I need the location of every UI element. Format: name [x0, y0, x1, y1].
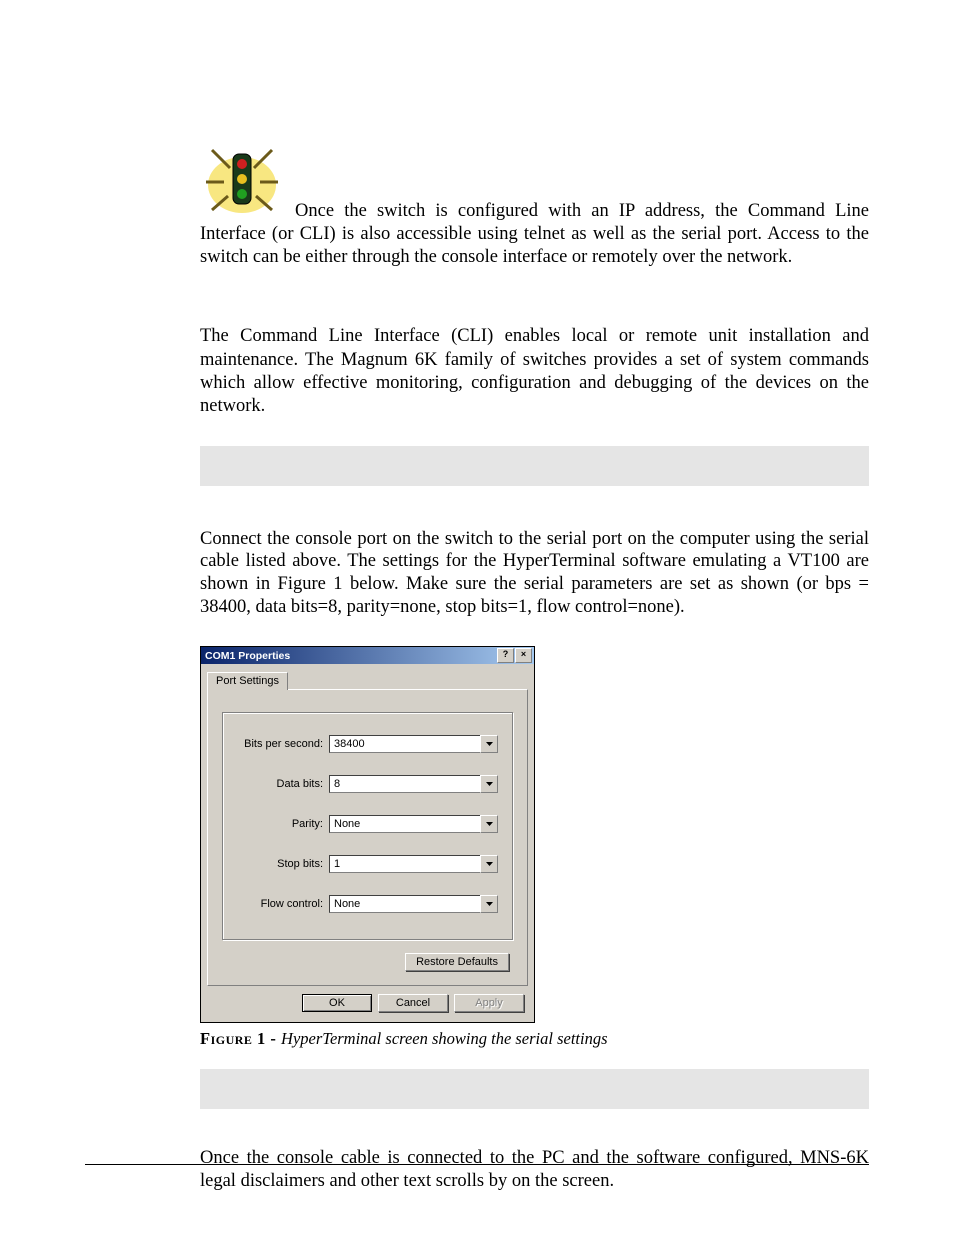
- figure-number: Figure 1 -: [200, 1029, 281, 1048]
- apply-button[interactable]: Apply: [454, 994, 524, 1012]
- label-stop-bits: Stop bits:: [237, 858, 329, 870]
- label-flow-control: Flow control:: [237, 898, 329, 910]
- input-stop-bits[interactable]: [329, 855, 480, 873]
- settings-group: Bits per second: Data bits:: [222, 712, 513, 940]
- cancel-button[interactable]: Cancel: [378, 994, 448, 1012]
- label-data-bits: Data bits:: [237, 778, 329, 790]
- help-button[interactable]: ?: [497, 648, 514, 663]
- ok-button[interactable]: OK: [302, 994, 372, 1012]
- combo-bits-per-second[interactable]: [329, 735, 498, 753]
- tab-panel: Bits per second: Data bits:: [207, 689, 528, 986]
- input-data-bits[interactable]: [329, 775, 480, 793]
- com1-properties-dialog: COM1 Properties ? × Port Settings Bits p…: [200, 646, 535, 1023]
- input-bits-per-second[interactable]: [329, 735, 480, 753]
- dialog-screenshot-wrap: COM1 Properties ? × Port Settings Bits p…: [200, 646, 869, 1049]
- document-page: Once the switch is configured with an IP…: [0, 0, 954, 1235]
- row-bits-per-second: Bits per second:: [237, 735, 498, 753]
- bug-traffic-light-icon: [200, 140, 285, 218]
- combo-flow-control[interactable]: [329, 895, 498, 913]
- paragraph-intro-2: The Command Line Interface (CLI) enables…: [200, 269, 869, 418]
- row-stop-bits: Stop bits:: [237, 855, 498, 873]
- close-button[interactable]: ×: [515, 648, 532, 663]
- footer-rule: [85, 1164, 869, 1165]
- paragraph-connect: Connect the console port on the switch t…: [200, 514, 869, 618]
- chevron-down-icon[interactable]: [480, 815, 498, 833]
- figure-description: HyperTerminal screen showing the serial …: [281, 1029, 607, 1048]
- tab-port-settings[interactable]: Port Settings: [207, 672, 288, 690]
- combo-stop-bits[interactable]: [329, 855, 498, 873]
- dialog-titlebar[interactable]: COM1 Properties ? ×: [201, 647, 534, 664]
- section-separator-bar: [200, 446, 869, 486]
- input-flow-control[interactable]: [329, 895, 480, 913]
- row-parity: Parity:: [237, 815, 498, 833]
- restore-defaults-button[interactable]: Restore Defaults: [405, 953, 509, 971]
- figure-caption: Figure 1 - HyperTerminal screen showing …: [200, 1029, 869, 1049]
- combo-parity[interactable]: [329, 815, 498, 833]
- label-bits-per-second: Bits per second:: [237, 738, 329, 750]
- chevron-down-icon[interactable]: [480, 735, 498, 753]
- row-data-bits: Data bits:: [237, 775, 498, 793]
- chevron-down-icon[interactable]: [480, 855, 498, 873]
- section-separator-bar: [200, 1069, 869, 1109]
- input-parity[interactable]: [329, 815, 480, 833]
- combo-data-bits[interactable]: [329, 775, 498, 793]
- chevron-down-icon[interactable]: [480, 775, 498, 793]
- dialog-button-row: OK Cancel Apply: [207, 986, 528, 1016]
- chevron-down-icon[interactable]: [480, 895, 498, 913]
- paragraph-intro-1: Once the switch is configured with an IP…: [200, 140, 869, 269]
- dialog-body: Port Settings Bits per second:: [201, 664, 534, 1022]
- label-parity: Parity:: [237, 818, 329, 830]
- dialog-title: COM1 Properties: [205, 650, 290, 662]
- paragraph-console-connected: Once the console cable is connected to t…: [200, 1137, 869, 1193]
- row-flow-control: Flow control:: [237, 895, 498, 913]
